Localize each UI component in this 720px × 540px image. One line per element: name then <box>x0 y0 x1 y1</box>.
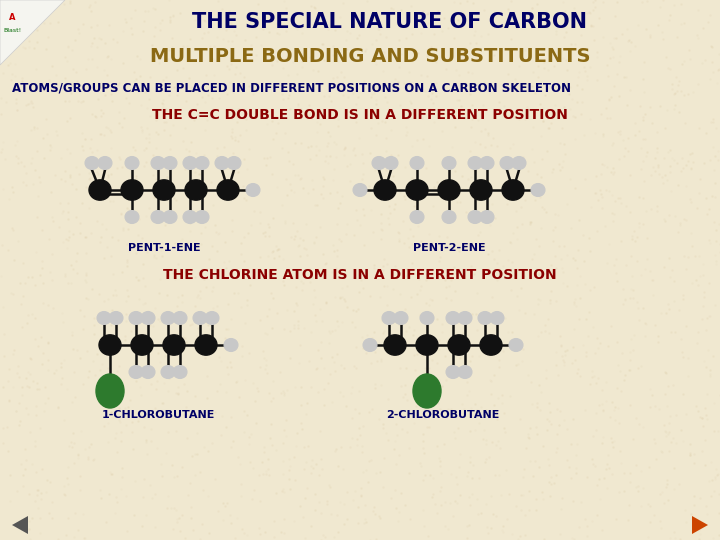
Ellipse shape <box>410 211 424 224</box>
Ellipse shape <box>89 180 111 200</box>
Ellipse shape <box>502 180 524 200</box>
Ellipse shape <box>85 157 99 170</box>
Ellipse shape <box>97 312 111 325</box>
Ellipse shape <box>490 312 504 325</box>
Ellipse shape <box>446 366 460 379</box>
Ellipse shape <box>205 312 219 325</box>
Ellipse shape <box>195 335 217 355</box>
Ellipse shape <box>384 335 406 355</box>
Ellipse shape <box>458 312 472 325</box>
Ellipse shape <box>372 157 386 170</box>
Polygon shape <box>692 516 708 534</box>
Text: THE CHLORINE ATOM IS IN A DIFFERENT POSITION: THE CHLORINE ATOM IS IN A DIFFERENT POSI… <box>163 268 557 282</box>
Ellipse shape <box>193 312 207 325</box>
Ellipse shape <box>448 335 470 355</box>
Ellipse shape <box>98 157 112 170</box>
Ellipse shape <box>382 312 396 325</box>
Ellipse shape <box>109 312 123 325</box>
Ellipse shape <box>246 184 260 197</box>
Ellipse shape <box>141 366 155 379</box>
Ellipse shape <box>363 339 377 352</box>
Ellipse shape <box>163 157 177 170</box>
Ellipse shape <box>470 180 492 200</box>
Ellipse shape <box>480 335 502 355</box>
Ellipse shape <box>224 339 238 352</box>
Ellipse shape <box>125 157 139 170</box>
Ellipse shape <box>173 366 187 379</box>
Ellipse shape <box>217 180 239 200</box>
Text: THE SPECIAL NATURE OF CARBON: THE SPECIAL NATURE OF CARBON <box>192 12 588 32</box>
Ellipse shape <box>413 374 441 408</box>
Ellipse shape <box>129 366 143 379</box>
Ellipse shape <box>96 374 124 408</box>
Text: PENT-2-ENE: PENT-2-ENE <box>413 243 485 253</box>
Ellipse shape <box>512 157 526 170</box>
Ellipse shape <box>215 157 229 170</box>
Ellipse shape <box>438 180 460 200</box>
Text: Blast!: Blast! <box>3 28 21 32</box>
Ellipse shape <box>353 184 367 197</box>
Ellipse shape <box>500 157 514 170</box>
Ellipse shape <box>161 366 175 379</box>
Ellipse shape <box>468 211 482 224</box>
Ellipse shape <box>227 157 241 170</box>
Ellipse shape <box>480 157 494 170</box>
Ellipse shape <box>420 312 434 325</box>
Text: ATOMS/GROUPS CAN BE PLACED IN DIFFERENT POSITIONS ON A CARBON SKELETON: ATOMS/GROUPS CAN BE PLACED IN DIFFERENT … <box>12 82 571 94</box>
Ellipse shape <box>416 335 438 355</box>
Ellipse shape <box>121 180 143 200</box>
Text: 1-CHLOROBUTANE: 1-CHLOROBUTANE <box>102 410 215 420</box>
Ellipse shape <box>153 180 175 200</box>
Text: MULTIPLE BONDING AND SUBSTITUENTS: MULTIPLE BONDING AND SUBSTITUENTS <box>150 48 590 66</box>
Ellipse shape <box>442 211 456 224</box>
Ellipse shape <box>394 312 408 325</box>
Ellipse shape <box>163 335 185 355</box>
Ellipse shape <box>161 312 175 325</box>
Text: A: A <box>9 14 15 23</box>
Ellipse shape <box>141 312 155 325</box>
Ellipse shape <box>151 157 165 170</box>
Polygon shape <box>12 516 28 534</box>
Ellipse shape <box>509 339 523 352</box>
Ellipse shape <box>195 211 209 224</box>
Ellipse shape <box>173 312 187 325</box>
Ellipse shape <box>531 184 545 197</box>
Polygon shape <box>0 0 65 65</box>
Ellipse shape <box>99 335 121 355</box>
Ellipse shape <box>384 157 398 170</box>
Ellipse shape <box>183 211 197 224</box>
Ellipse shape <box>478 312 492 325</box>
Text: PENT-1-ENE: PENT-1-ENE <box>127 243 200 253</box>
Ellipse shape <box>480 211 494 224</box>
Ellipse shape <box>151 211 165 224</box>
Text: 2-CHLOROBUTANE: 2-CHLOROBUTANE <box>387 410 500 420</box>
Ellipse shape <box>163 211 177 224</box>
Ellipse shape <box>468 157 482 170</box>
Ellipse shape <box>195 157 209 170</box>
Ellipse shape <box>410 157 424 170</box>
Ellipse shape <box>406 180 428 200</box>
Ellipse shape <box>446 312 460 325</box>
Ellipse shape <box>131 335 153 355</box>
Ellipse shape <box>125 211 139 224</box>
Ellipse shape <box>129 312 143 325</box>
Ellipse shape <box>458 366 472 379</box>
Ellipse shape <box>183 157 197 170</box>
Text: THE C=C DOUBLE BOND IS IN A DIFFERENT POSITION: THE C=C DOUBLE BOND IS IN A DIFFERENT PO… <box>152 108 568 122</box>
Ellipse shape <box>374 180 396 200</box>
Ellipse shape <box>185 180 207 200</box>
Ellipse shape <box>442 157 456 170</box>
